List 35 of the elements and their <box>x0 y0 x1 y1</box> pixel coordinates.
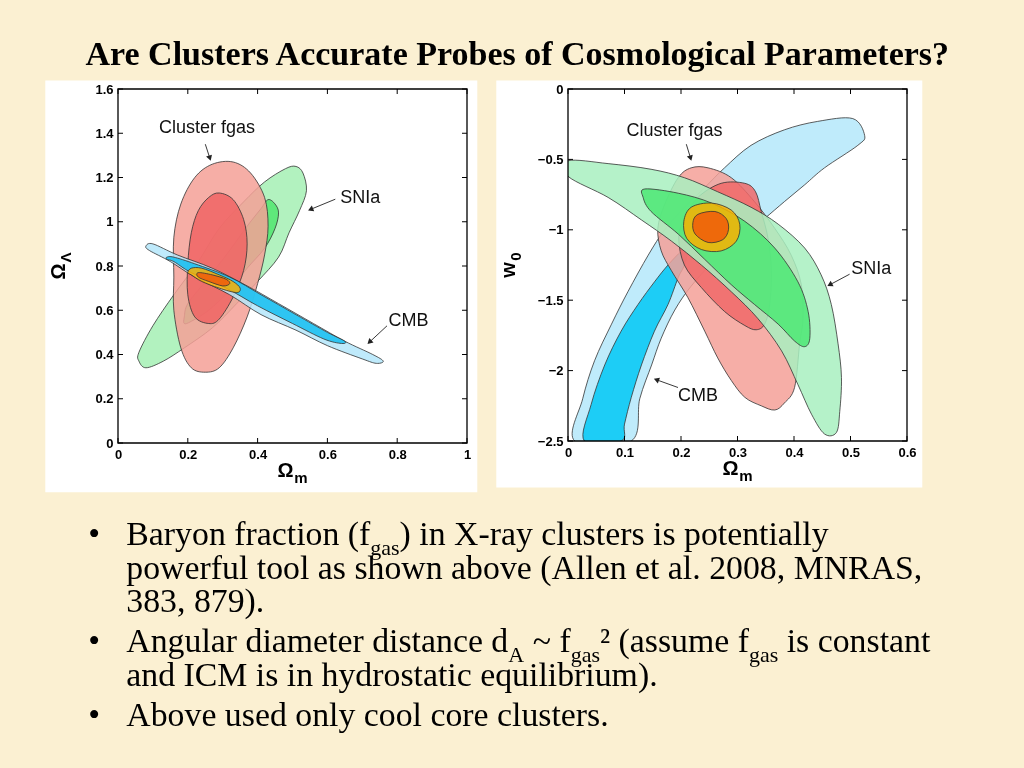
x-tick-label: 0.5 <box>841 444 861 460</box>
x-tick-label: 0.2 <box>672 444 691 460</box>
y-tick-label: 1.4 <box>95 125 115 141</box>
y-tick-label: 0.4 <box>95 347 115 362</box>
x-tick-label: 0.6 <box>318 446 337 462</box>
annotation: CMB <box>388 309 429 330</box>
y-tick-label: 1.2 <box>95 170 114 185</box>
x-tick-label: 0.3 <box>728 444 748 460</box>
y-tick-label: −2 <box>548 363 564 379</box>
annotation: CMB <box>678 384 718 405</box>
y-tick-label: −0.5 <box>537 151 564 167</box>
y-tick-label: −2.5 <box>537 433 564 449</box>
text: Are Clusters Accurate Probes of Cosmological Parameters? <box>85 35 950 72</box>
y-axis-title: w0 <box>497 252 524 279</box>
y-tick-label: 0.6 <box>95 302 114 318</box>
annotation: SNIa <box>340 186 382 207</box>
y-tick-label: 1 <box>106 214 114 230</box>
x-tick-label: 0.4 <box>785 444 805 460</box>
x-tick-label: 0.2 <box>179 446 198 462</box>
y-tick-label: 0.2 <box>95 391 114 407</box>
x-tick-label: 0.1 <box>615 444 635 460</box>
x-tick-label: 1 <box>463 446 472 462</box>
y-tick-label: −1.5 <box>537 292 564 308</box>
y-tick-label: 0 <box>556 81 564 97</box>
x-tick-label: 0.4 <box>249 446 268 462</box>
y-tick-label: −1 <box>548 222 564 238</box>
y-axis-title: ΩΛ <box>47 252 74 280</box>
annotation: SNIa <box>851 258 893 279</box>
annotation: Cluster fgas <box>158 116 256 137</box>
y-tick-label: 1.6 <box>95 81 114 97</box>
x-tick-label: 0.8 <box>388 446 407 462</box>
y-tick-label: 0.8 <box>95 258 114 274</box>
annotation: Cluster fgas <box>626 119 723 140</box>
text: • Above used only cool core clusters. <box>88 695 609 733</box>
x-tick-label: 0.6 <box>898 444 917 460</box>
